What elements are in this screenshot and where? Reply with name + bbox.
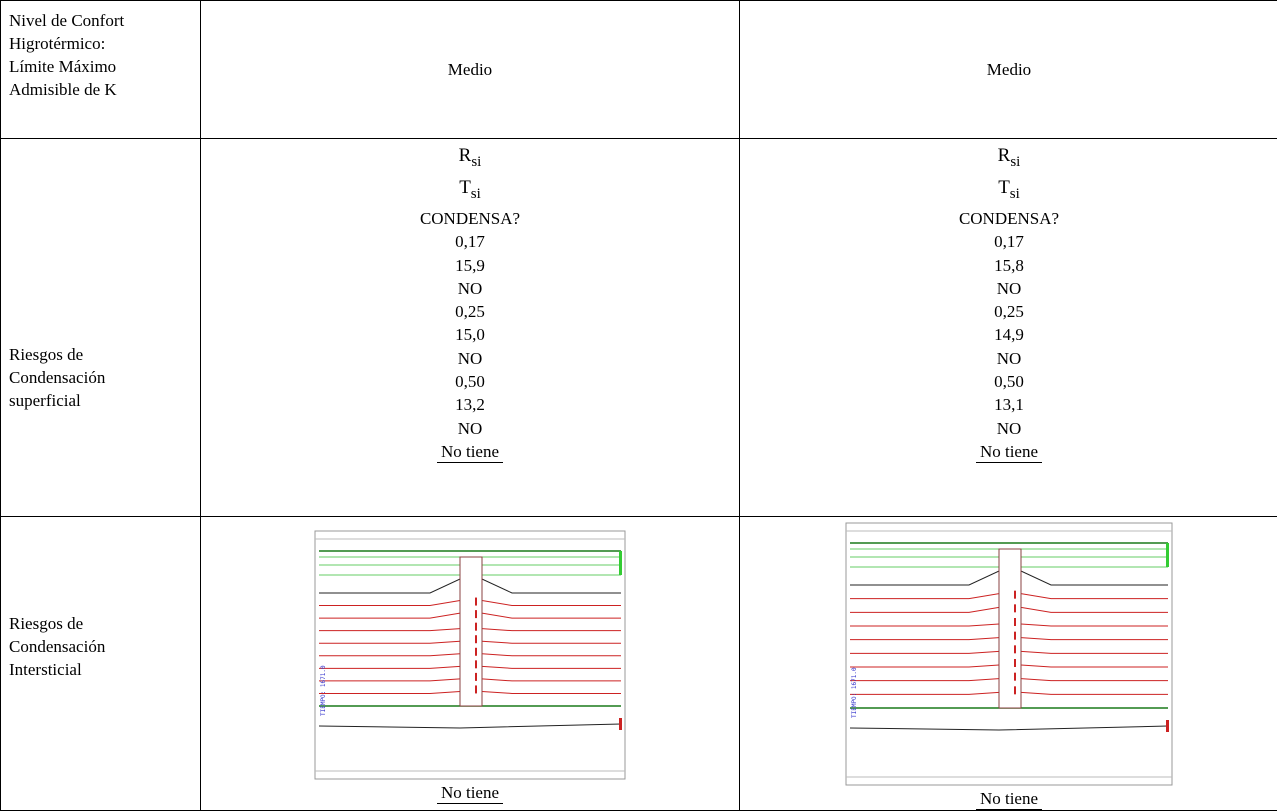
- value: 0,17: [740, 230, 1277, 253]
- condensa-header: CONDENSA?: [740, 207, 1277, 230]
- edge-marker: [1166, 720, 1169, 732]
- value: 15,0: [201, 323, 739, 346]
- value: 0,50: [201, 370, 739, 393]
- label-line: Condensación: [9, 635, 200, 658]
- value: NO: [740, 347, 1277, 370]
- label-line: Higrotérmico:: [9, 32, 200, 55]
- edge-marker: [619, 718, 622, 730]
- label-line: superficial: [9, 389, 200, 412]
- value: No tiene: [437, 442, 503, 463]
- value: NO: [201, 277, 739, 300]
- value: 0,25: [201, 300, 739, 323]
- label-line: Intersticial: [9, 658, 200, 681]
- label-line: Condensación: [9, 366, 200, 389]
- value: NO: [740, 277, 1277, 300]
- condensation-diagram: TIEMPO: 1671.0: [309, 527, 631, 783]
- edge-marker: [1166, 543, 1169, 567]
- confort-row: Nivel de Confort Higrotérmico: Límite Má…: [1, 1, 1277, 139]
- label-line: Límite Máximo: [9, 55, 200, 78]
- value: No tiene: [976, 442, 1042, 463]
- value: 13,1: [740, 393, 1277, 416]
- superficial-row: Riesgos de Condensación superficial Rsi …: [1, 139, 1277, 517]
- value: 15,9: [201, 254, 739, 277]
- diagram-caption: No tiene: [976, 789, 1042, 810]
- tsi-header: Tsi: [740, 175, 1277, 207]
- wall-section: [999, 549, 1021, 708]
- value: NO: [201, 417, 739, 440]
- confort-col2: Medio: [740, 1, 1277, 139]
- intersticial-row: Riesgos de Condensación Intersticial TIE…: [1, 517, 1277, 811]
- value: NO: [740, 417, 1277, 440]
- tsi-header: Tsi: [201, 175, 739, 207]
- value: 15,8: [740, 254, 1277, 277]
- label-line: Riesgos de: [9, 343, 200, 366]
- superficial-col2: Rsi Tsi CONDENSA? 0,17 15,8 NO 0,25 14,9…: [740, 139, 1277, 517]
- superficial-label: Riesgos de Condensación superficial: [1, 139, 201, 517]
- label-line: Riesgos de: [9, 612, 200, 635]
- value: 0,17: [201, 230, 739, 253]
- value: 14,9: [740, 323, 1277, 346]
- label-line: Nivel de Confort: [9, 9, 200, 32]
- value: 0,50: [740, 370, 1277, 393]
- condensation-diagram: TIEMPO: 1671.0: [840, 519, 1178, 789]
- time-label: TIEMPO: 1671.0: [320, 665, 327, 716]
- superficial-col1: Rsi Tsi CONDENSA? 0,17 15,9 NO 0,25 15,0…: [201, 139, 740, 517]
- rsi-header: Rsi: [201, 143, 739, 175]
- wall-section: [460, 557, 482, 706]
- condensa-header: CONDENSA?: [201, 207, 739, 230]
- edge-marker: [619, 551, 622, 575]
- time-label: TIEMPO: 1671.0: [851, 667, 858, 718]
- intersticial-col2: TIEMPO: 1671.0 No tiene: [740, 517, 1277, 811]
- rsi-header: Rsi: [740, 143, 1277, 175]
- intersticial-label: Riesgos de Condensación Intersticial: [1, 517, 201, 811]
- intersticial-col1: TIEMPO: 1671.0 No tiene: [201, 517, 740, 811]
- confort-col1: Medio: [201, 1, 740, 139]
- value: NO: [201, 347, 739, 370]
- label-line: Admisible de K: [9, 78, 200, 101]
- confort-label: Nivel de Confort Higrotérmico: Límite Má…: [1, 1, 201, 139]
- value: 13,2: [201, 393, 739, 416]
- diagram-caption: No tiene: [437, 783, 503, 804]
- value: 0,25: [740, 300, 1277, 323]
